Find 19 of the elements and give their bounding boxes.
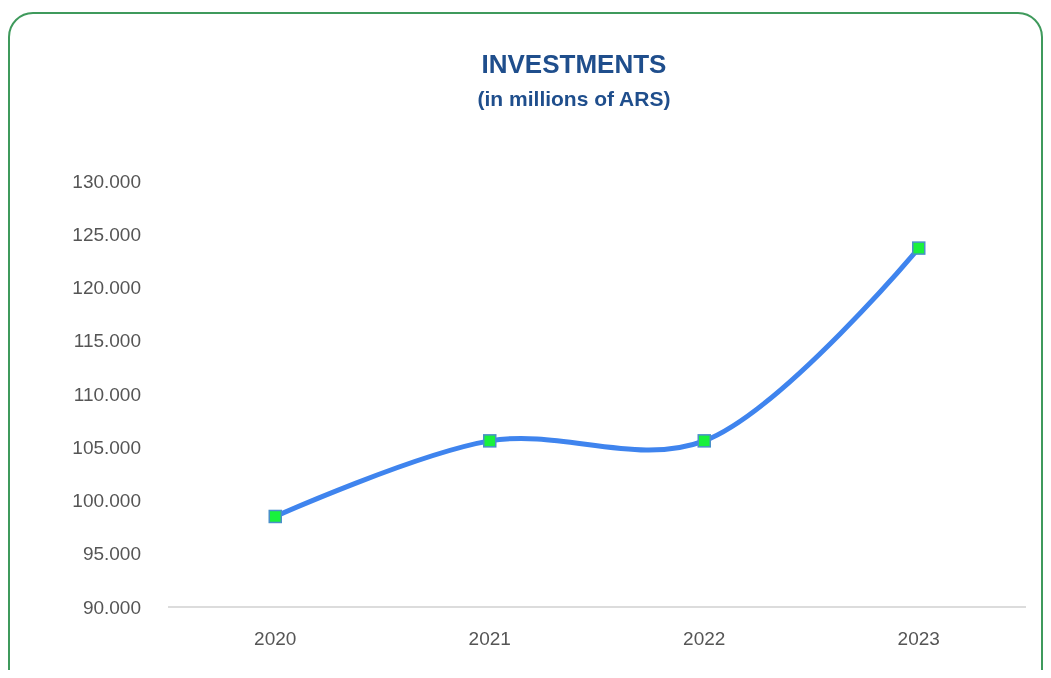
point (697, 434, 711, 448)
chart-subtitle: (in millions of ARS) (477, 87, 671, 110)
y-tick-label: 115.000 (73, 330, 141, 352)
x-tick-label: 2020 (254, 628, 297, 649)
x-tick-label: 2022 (683, 628, 726, 649)
x-tick-label: 2021 (468, 628, 511, 649)
point (483, 434, 497, 448)
y-tick-label: 125.000 (72, 223, 141, 245)
y-tick-label: 110.000 (73, 383, 141, 405)
y-tick-label: 130.000 (72, 170, 141, 192)
y-tick-label: 95.000 (82, 543, 141, 565)
point (268, 509, 282, 524)
x-tick-label: 2023 (897, 628, 940, 649)
point (912, 241, 926, 255)
y-tick-label: 120.000 (72, 277, 141, 299)
y-tick-label: 105.000 (72, 436, 141, 458)
y-tick-label: 90.000 (82, 596, 141, 618)
chart-title: INVESTMENTS (481, 49, 667, 79)
y-tick-label: 100.000 (72, 490, 141, 512)
